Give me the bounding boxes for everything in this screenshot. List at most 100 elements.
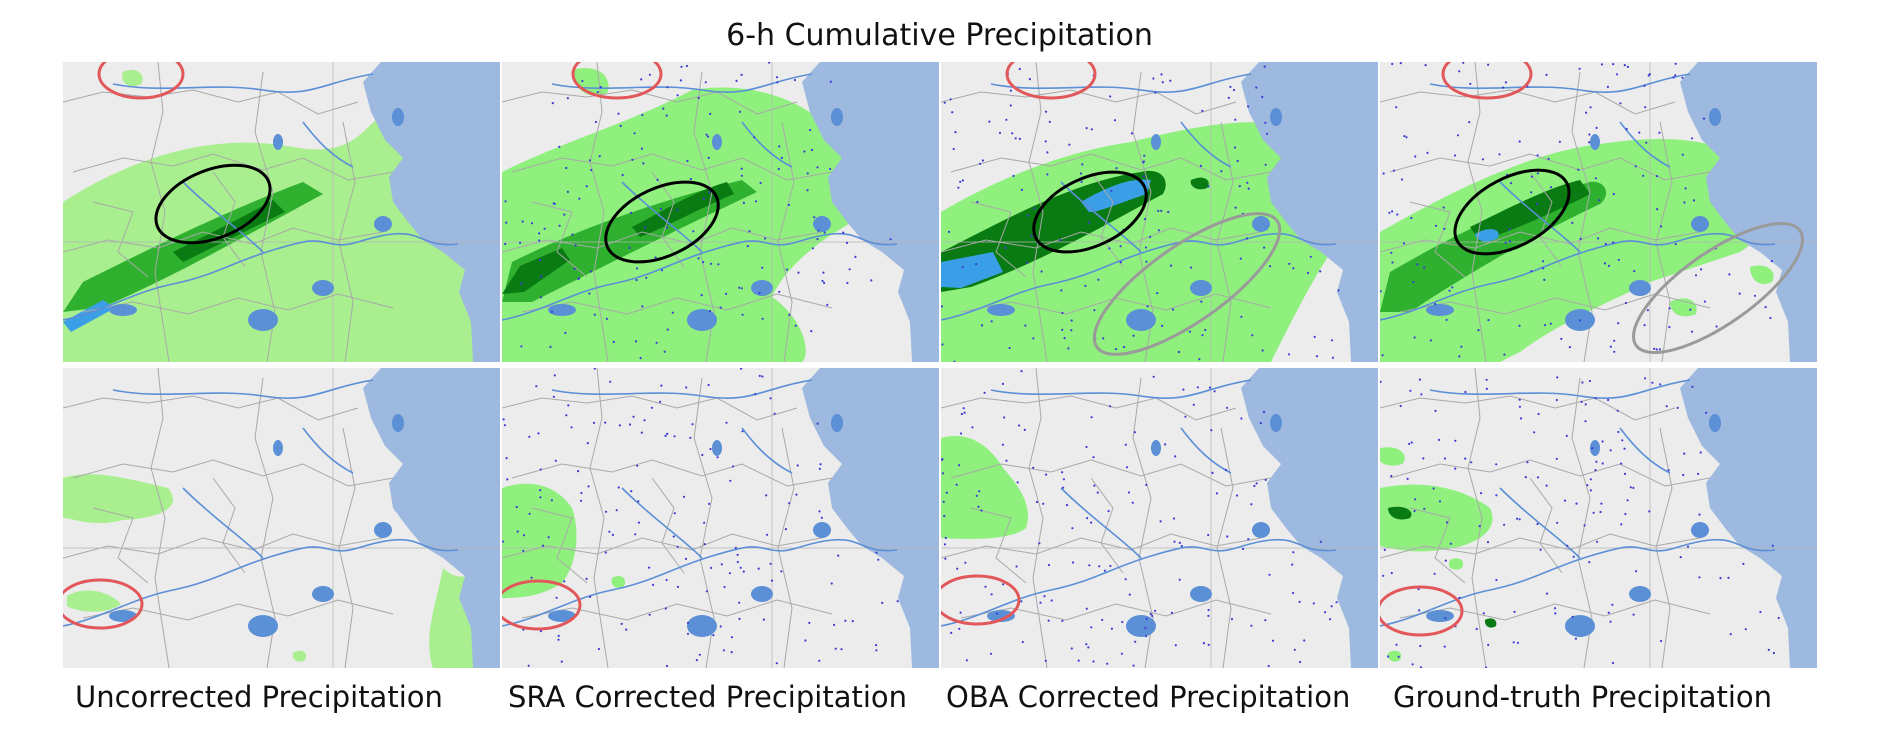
river bbox=[1429, 379, 1691, 399]
lake bbox=[273, 134, 283, 150]
highlight-ellipse bbox=[571, 62, 663, 100]
province-border bbox=[150, 62, 170, 362]
lake bbox=[1190, 280, 1212, 296]
lake bbox=[548, 304, 576, 316]
precipitation-area bbox=[1387, 650, 1402, 662]
river bbox=[182, 181, 264, 253]
map-svg bbox=[1380, 62, 1817, 362]
lake bbox=[109, 304, 137, 316]
province-border bbox=[941, 533, 1262, 559]
river bbox=[502, 538, 898, 627]
province-border bbox=[1529, 477, 1563, 574]
precipitation-area bbox=[67, 590, 121, 612]
panel-r2-c3 bbox=[941, 368, 1378, 668]
lake bbox=[248, 309, 278, 331]
highlight-ellipse bbox=[1453, 168, 1571, 256]
province-border bbox=[502, 227, 823, 253]
highlight-ellipse bbox=[1632, 222, 1804, 354]
sea-area bbox=[802, 62, 939, 362]
lake bbox=[109, 610, 137, 622]
rivers bbox=[941, 379, 1337, 637]
station-dots bbox=[941, 370, 1338, 668]
province-border bbox=[63, 395, 359, 421]
lake bbox=[1709, 414, 1721, 432]
lake bbox=[1190, 586, 1212, 602]
station-dots bbox=[504, 62, 892, 360]
precipitation-area bbox=[1484, 618, 1497, 628]
province-border bbox=[589, 62, 609, 362]
precipitation-area bbox=[122, 69, 143, 87]
province-border bbox=[72, 153, 394, 181]
lake bbox=[1252, 522, 1270, 538]
precipitation-area bbox=[1470, 180, 1590, 242]
map-svg bbox=[502, 62, 939, 362]
river bbox=[551, 73, 813, 93]
lake bbox=[273, 440, 283, 456]
precipitation-area bbox=[502, 248, 570, 294]
province-border bbox=[212, 477, 246, 574]
province-border bbox=[92, 201, 149, 278]
precipitation-area bbox=[1380, 484, 1493, 552]
lake bbox=[1629, 586, 1651, 602]
province-border bbox=[63, 227, 384, 253]
precipitation-area bbox=[1448, 558, 1464, 570]
river bbox=[621, 487, 703, 559]
lake bbox=[831, 108, 843, 126]
lake bbox=[1426, 610, 1454, 622]
province-border bbox=[960, 599, 1272, 621]
river bbox=[1429, 73, 1691, 93]
province-border bbox=[1380, 89, 1676, 115]
province-border bbox=[1380, 533, 1701, 559]
lake bbox=[248, 615, 278, 637]
river bbox=[182, 487, 264, 559]
lake bbox=[1629, 280, 1651, 296]
province-border bbox=[502, 89, 798, 115]
sea-area bbox=[1680, 62, 1817, 362]
map-svg bbox=[502, 368, 939, 668]
river bbox=[1180, 121, 1232, 168]
highlight-ellipse bbox=[1005, 62, 1097, 100]
river bbox=[112, 73, 374, 93]
river bbox=[1060, 487, 1142, 559]
rivers bbox=[63, 73, 459, 331]
river bbox=[1619, 121, 1671, 168]
province-border bbox=[531, 507, 588, 584]
lake bbox=[1252, 216, 1270, 232]
province-border bbox=[970, 201, 1027, 278]
highlight-ellipse bbox=[502, 579, 582, 631]
river bbox=[1060, 181, 1142, 253]
lake bbox=[813, 522, 831, 538]
lake bbox=[1270, 414, 1282, 432]
column-label-ground-truth: Ground-truth Precipitation bbox=[1393, 680, 1773, 714]
river bbox=[63, 538, 459, 627]
lake bbox=[1709, 108, 1721, 126]
province-border bbox=[1409, 201, 1466, 278]
province-border bbox=[92, 507, 149, 584]
lake bbox=[1126, 309, 1156, 331]
province-border bbox=[1380, 395, 1676, 421]
lake bbox=[1590, 134, 1600, 150]
river bbox=[1619, 427, 1671, 474]
highlight-ellipse bbox=[1032, 170, 1148, 254]
lake bbox=[712, 134, 722, 150]
province-border bbox=[651, 171, 685, 268]
station-dots bbox=[1380, 376, 1780, 668]
province-border bbox=[651, 477, 685, 574]
province-border bbox=[1467, 62, 1487, 362]
panel-r1-c1 bbox=[63, 62, 500, 362]
river bbox=[990, 73, 1252, 93]
province-border bbox=[1529, 171, 1563, 268]
precipitation-area bbox=[632, 182, 734, 237]
map-svg bbox=[63, 62, 500, 362]
province-border bbox=[511, 153, 833, 181]
column-label-sra: SRA Corrected Precipitation bbox=[508, 680, 908, 714]
highlight-ellipse bbox=[63, 578, 144, 630]
province-border bbox=[150, 368, 170, 668]
province-border bbox=[1090, 171, 1124, 268]
precipitation-area bbox=[1081, 179, 1151, 212]
rivers bbox=[502, 73, 898, 331]
province-borders bbox=[941, 368, 1272, 668]
lake bbox=[987, 610, 1015, 622]
lake bbox=[1590, 440, 1600, 456]
